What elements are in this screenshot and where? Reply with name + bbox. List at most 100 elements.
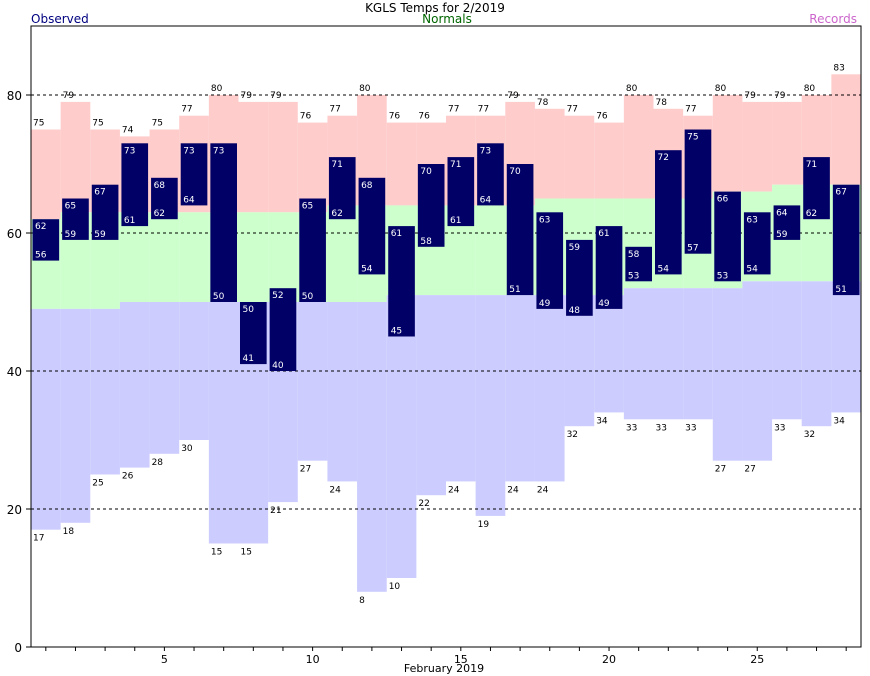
observed-bar [773, 205, 801, 240]
record-low-label: 33 [656, 423, 667, 433]
record-high-label: 75 [33, 119, 44, 129]
y-tick-label: 60 [7, 227, 22, 241]
observed-bar [506, 164, 534, 296]
record-high-label: 80 [804, 84, 816, 94]
observed-high-label: 63 [539, 215, 550, 225]
observed-high-label: 66 [717, 195, 729, 205]
record-high-band [534, 108, 565, 199]
record-low-label: 32 [804, 430, 815, 440]
record-high-band [297, 122, 328, 213]
observed-low-label: 41 [243, 354, 254, 364]
observed-high-label: 61 [598, 229, 609, 239]
observed-low-label: 49 [598, 299, 610, 309]
observed-high-label: 73 [213, 146, 224, 156]
record-high-band [31, 129, 61, 220]
observed-high-label: 58 [628, 250, 640, 260]
x-tick-label: 5 [161, 653, 168, 666]
record-low-label: 33 [774, 423, 785, 433]
normal-band [238, 212, 269, 302]
record-low-label: 15 [241, 548, 252, 558]
observed-bar [743, 212, 771, 275]
observed-low-label: 64 [183, 195, 195, 205]
observed-high-label: 71 [450, 160, 461, 170]
normal-band [149, 212, 180, 302]
record-high-band [742, 101, 773, 192]
observed-low-label: 62 [331, 209, 342, 219]
observed-low-label: 61 [124, 216, 135, 226]
observed-bar [269, 288, 297, 371]
record-low-label: 18 [63, 527, 75, 537]
record-high-label: 78 [537, 98, 549, 108]
record-high-label: 77 [329, 105, 340, 115]
record-low-band [564, 295, 595, 427]
record-low-label: 33 [626, 423, 637, 433]
record-high-band [564, 115, 595, 199]
record-low-band [475, 295, 506, 516]
record-low-band [90, 308, 120, 475]
observed-high-label: 64 [776, 208, 788, 218]
observed-bar [180, 143, 208, 206]
record-high-label: 75 [152, 119, 163, 129]
record-high-label: 76 [596, 112, 608, 122]
record-low-label: 24 [507, 485, 519, 495]
record-high-label: 79 [774, 91, 786, 101]
observed-bar [684, 129, 712, 254]
record-low-label: 19 [478, 520, 490, 530]
observed-low-label: 54 [746, 264, 758, 274]
record-low-label: 28 [152, 458, 164, 468]
observed-low-label: 49 [539, 299, 551, 309]
observed-bar [655, 150, 682, 275]
observed-low-label: 62 [806, 209, 817, 219]
observed-high-label: 75 [687, 133, 698, 143]
x-tick-label: 20 [602, 653, 616, 666]
record-low-label: 24 [448, 485, 460, 495]
observed-bar [240, 302, 267, 365]
record-high-band [712, 95, 743, 192]
record-low-label: 22 [418, 499, 429, 509]
record-low-band [505, 295, 535, 482]
record-high-label: 80 [211, 84, 223, 94]
observed-high-label: 70 [509, 167, 521, 177]
legend-normals: Normals [422, 12, 472, 26]
record-high-label: 77 [685, 105, 696, 115]
record-high-label: 79 [63, 91, 75, 101]
record-high-label: 80 [626, 84, 638, 94]
observed-bar [151, 177, 178, 220]
observed-low-label: 56 [35, 251, 47, 261]
y-tick-label: 0 [14, 641, 22, 655]
record-low-band [357, 302, 387, 592]
record-high-band [772, 101, 802, 185]
observed-low-label: 40 [272, 361, 284, 371]
observed-high-label: 65 [65, 202, 76, 212]
record-low-label: 15 [211, 548, 222, 558]
record-high-label: 74 [122, 125, 134, 135]
observed-low-label: 50 [213, 292, 225, 302]
observed-low-label: 61 [450, 216, 461, 226]
observed-high-label: 70 [420, 167, 432, 177]
plot-layer: 7517791875257426752877308015791579217627… [7, 25, 862, 666]
observed-bar [328, 157, 356, 220]
normal-band [268, 212, 298, 302]
observed-high-label: 67 [94, 188, 105, 198]
observed-bar [477, 143, 504, 206]
record-low-band [327, 302, 358, 482]
record-high-label: 76 [389, 112, 401, 122]
record-low-band [31, 308, 61, 530]
observed-high-label: 71 [806, 160, 817, 170]
record-low-label: 27 [300, 465, 311, 475]
observed-low-label: 54 [361, 264, 373, 274]
observed-high-label: 73 [183, 146, 194, 156]
observed-bar [91, 184, 119, 240]
observed-bar [803, 157, 830, 220]
observed-bar [447, 157, 475, 227]
record-low-label: 33 [685, 423, 696, 433]
record-low-label: 34 [596, 416, 608, 426]
record-low-band [119, 302, 150, 468]
record-low-label: 27 [744, 465, 755, 475]
observed-bar [299, 198, 326, 302]
observed-high-label: 62 [35, 222, 46, 232]
observed-bar [210, 143, 237, 302]
observed-bar [32, 219, 60, 261]
